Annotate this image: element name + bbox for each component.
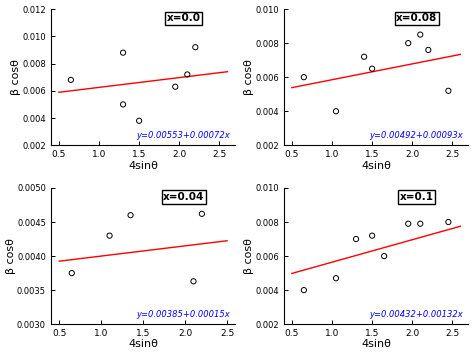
X-axis label: 4sinθ: 4sinθ [361, 339, 391, 349]
Point [300, 74, 308, 80]
Point [127, 212, 134, 218]
Y-axis label: β cosθ: β cosθ [6, 238, 16, 274]
Point [445, 88, 452, 94]
Point [190, 278, 197, 284]
Point [404, 221, 412, 226]
Point [198, 211, 206, 217]
Point [380, 253, 388, 259]
Text: y=0.00492+0.00093x: y=0.00492+0.00093x [369, 131, 463, 140]
Text: y=0.00553+0.00072x: y=0.00553+0.00072x [136, 131, 230, 140]
Y-axis label: β cosθ: β cosθ [244, 238, 254, 274]
Point [368, 66, 376, 71]
X-axis label: 4sinθ: 4sinθ [128, 160, 158, 170]
Point [68, 270, 75, 276]
Point [119, 50, 127, 55]
Point [368, 233, 376, 239]
Point [67, 77, 75, 83]
Y-axis label: β cosθ: β cosθ [244, 59, 254, 95]
Point [135, 118, 143, 124]
Y-axis label: β cosθ: β cosθ [11, 59, 21, 95]
Point [332, 108, 340, 114]
Point [352, 236, 360, 242]
Text: y=0.00385+0.00015x: y=0.00385+0.00015x [136, 310, 230, 319]
X-axis label: 4sinθ: 4sinθ [361, 160, 391, 170]
Text: x=0.08: x=0.08 [396, 13, 438, 23]
Point [183, 72, 191, 77]
Point [404, 40, 412, 46]
Text: x=0.04: x=0.04 [163, 192, 204, 202]
Point [172, 84, 179, 89]
Text: y=0.00432+0.00132x: y=0.00432+0.00132x [369, 310, 463, 319]
Point [417, 221, 424, 226]
Point [445, 219, 452, 225]
Point [191, 44, 199, 50]
Text: x=0.1: x=0.1 [400, 192, 434, 202]
Point [119, 102, 127, 107]
Point [417, 32, 424, 37]
X-axis label: 4sinθ: 4sinθ [128, 339, 158, 349]
Point [360, 54, 368, 60]
Point [425, 47, 432, 53]
Point [300, 287, 308, 293]
Point [106, 233, 113, 239]
Text: x=0.0: x=0.0 [167, 13, 201, 23]
Point [332, 275, 340, 281]
